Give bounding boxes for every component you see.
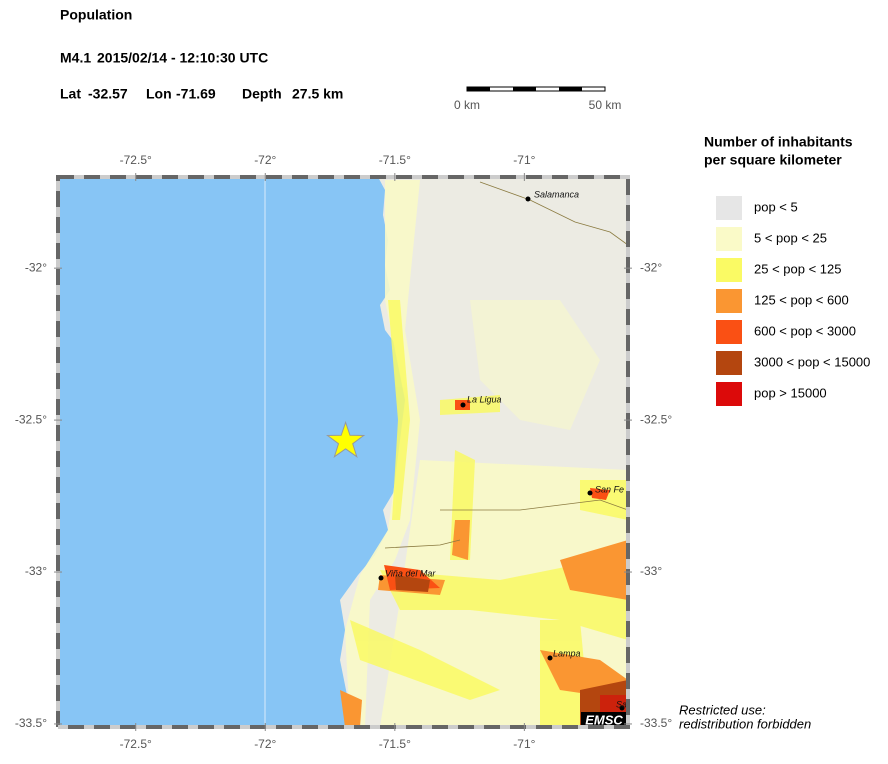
city-dot — [587, 490, 593, 496]
title: Population — [60, 7, 132, 23]
depth-value: 27.5 km — [292, 86, 343, 102]
legend-label: 25 < pop < 125 — [754, 261, 841, 276]
legend-swatch — [716, 382, 742, 406]
scale-bar — [466, 86, 606, 92]
map-frame-light — [56, 175, 630, 729]
scale-start: 0 km — [454, 98, 480, 112]
lat-label: Lat — [60, 86, 81, 102]
city-label: La Ligua — [467, 394, 502, 404]
y-tick-label: -32.5° — [15, 412, 47, 426]
x-tick-label: -72° — [254, 737, 276, 751]
legend-swatch — [716, 227, 742, 251]
city-dot — [619, 705, 625, 711]
y-tick-label: -33.5° — [15, 716, 47, 730]
map-area: Salamanca La Ligua San Fe Viña del Mar Lampa… — [58, 177, 628, 727]
city-dot — [547, 655, 553, 661]
x-tick-label: -72.5° — [120, 153, 152, 167]
y-tick-label: -33° — [640, 564, 662, 578]
legend-label: 5 < pop < 25 — [754, 230, 827, 245]
x-tick-label: -71° — [513, 153, 535, 167]
legend-label: 3000 < pop < 15000 — [754, 354, 870, 369]
legend-swatch — [716, 289, 742, 313]
y-tick-label: -33° — [25, 564, 47, 578]
x-tick-label: -71° — [513, 737, 535, 751]
city-label: San Fe — [595, 484, 624, 494]
notice: Restricted use: — [679, 702, 766, 717]
city-label: Salamanca — [534, 189, 579, 199]
x-tick-label: -71.5° — [379, 153, 411, 167]
y-tick-label: -32° — [640, 260, 662, 274]
map-frame — [56, 175, 630, 729]
logo: EMSC — [585, 712, 623, 727]
x-tick-label: -72.5° — [120, 737, 152, 751]
legend-title: per square kilometer — [704, 152, 842, 168]
x-tick-label: -72° — [254, 153, 276, 167]
city-dot — [378, 575, 384, 581]
x-tick-label: -71.5° — [379, 737, 411, 751]
lon-value: -71.69 — [176, 86, 216, 102]
datetime: 2015/02/14 - 12:10:30 UTC — [97, 50, 268, 66]
notice: redistribution forbidden — [679, 716, 811, 731]
y-tick-label: -32.5° — [640, 412, 672, 426]
city-label: Sa — [616, 699, 627, 709]
legend-swatch — [716, 196, 742, 220]
legend-title: Number of inhabitants — [704, 134, 853, 150]
legend-swatch — [716, 320, 742, 344]
legend-swatch — [716, 351, 742, 375]
magnitude: M4.1 — [60, 50, 91, 66]
depth-label: Depth — [242, 86, 282, 102]
y-tick-label: -32° — [25, 260, 47, 274]
scale-end: 50 km — [589, 98, 622, 112]
city-label: Viña del Mar — [385, 568, 436, 578]
y-tick-label: -33.5° — [640, 716, 672, 730]
city-dot — [460, 402, 466, 408]
legend-swatch — [716, 258, 742, 282]
city-dot — [525, 196, 531, 202]
lon-label: Lon — [146, 86, 172, 102]
legend-label: pop > 15000 — [754, 385, 827, 400]
legend-label: 600 < pop < 3000 — [754, 323, 856, 338]
legend-label: 125 < pop < 600 — [754, 292, 849, 307]
epicenter — [326, 420, 366, 458]
legend-label: pop < 5 — [754, 199, 798, 214]
city-label: Lampa — [553, 648, 581, 658]
lat-value: -32.57 — [88, 86, 128, 102]
